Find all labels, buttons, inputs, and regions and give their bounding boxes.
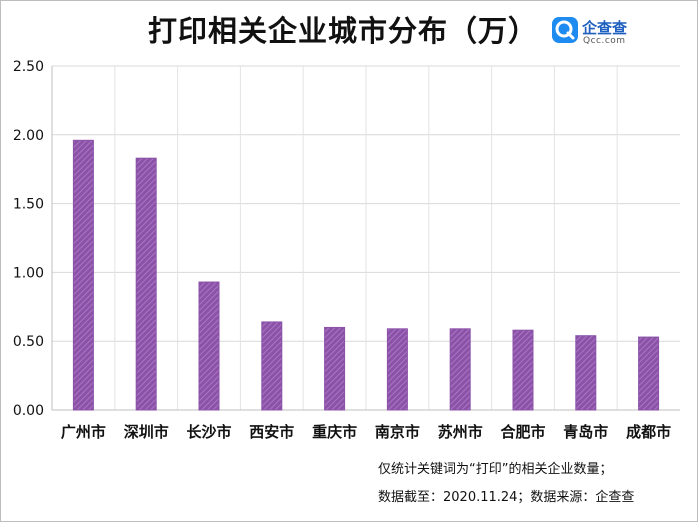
bar-4 <box>261 321 283 411</box>
qcc-logo-sub: Qcc.com <box>583 36 626 46</box>
x-tick-label: 南京市 <box>375 423 420 441</box>
bar-8 <box>512 329 534 411</box>
y-tick-label: 2.00 <box>13 128 44 144</box>
x-tick-label: 深圳市 <box>124 423 169 441</box>
footnote-scope: 仅统计关键词为“打印”的相关企业数量； <box>378 462 613 477</box>
qcc-logo-icon <box>552 17 578 43</box>
footnote-source: 数据截至：2020.11.24；数据来源：企查查 <box>378 490 635 505</box>
bar-9 <box>575 335 597 411</box>
x-tick-label: 广州市 <box>61 423 106 441</box>
x-tick-label: 成都市 <box>626 423 671 441</box>
y-tick-label: 0.50 <box>13 334 44 350</box>
y-tick-label: 1.00 <box>13 265 44 281</box>
y-tick-label: 2.50 <box>13 59 44 75</box>
x-tick-label: 合肥市 <box>499 423 545 441</box>
qcc-logo: 企查查 Qcc.com <box>552 17 642 49</box>
y-tick-label: 0.00 <box>13 403 44 419</box>
bar-6 <box>386 328 408 411</box>
bar-10 <box>638 336 660 411</box>
x-tick-label: 苏州市 <box>438 423 483 441</box>
bar-7 <box>449 328 471 411</box>
chart-title: 打印相关企业城市分布（万） <box>148 14 539 48</box>
bar-1 <box>72 139 94 411</box>
bar-2 <box>135 157 157 411</box>
x-tick-label: 重庆市 <box>312 423 357 441</box>
bar-3 <box>198 281 220 411</box>
x-tick-label: 长沙市 <box>186 423 231 441</box>
bar-5 <box>324 326 346 411</box>
y-tick-label: 1.50 <box>13 197 44 213</box>
x-tick-label: 青岛市 <box>563 423 608 441</box>
x-tick-label: 西安市 <box>249 423 294 441</box>
qcc-logo-name: 企查查 <box>582 19 628 37</box>
